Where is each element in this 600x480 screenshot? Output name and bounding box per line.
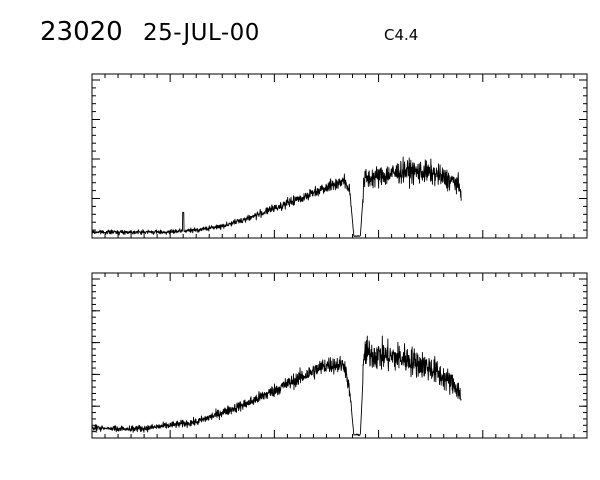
plot-frame (91, 272, 588, 439)
x-axis (91, 74, 588, 238)
panels (91, 73, 588, 439)
plot-frame (91, 73, 588, 239)
goes-class: C4.4 (384, 26, 418, 44)
flare-id: 23020 (40, 17, 123, 47)
x-axis (91, 273, 588, 438)
series-line-1 (91, 335, 462, 437)
panel-1 (91, 73, 588, 239)
y-axis (92, 278, 587, 439)
series-line-1 (91, 156, 462, 238)
panel-2 (91, 272, 588, 439)
y-axis (92, 79, 587, 239)
flare-date: 25-JUL-00 (143, 20, 260, 46)
header: 23020 25-JUL-00 C4.4 (40, 17, 418, 47)
